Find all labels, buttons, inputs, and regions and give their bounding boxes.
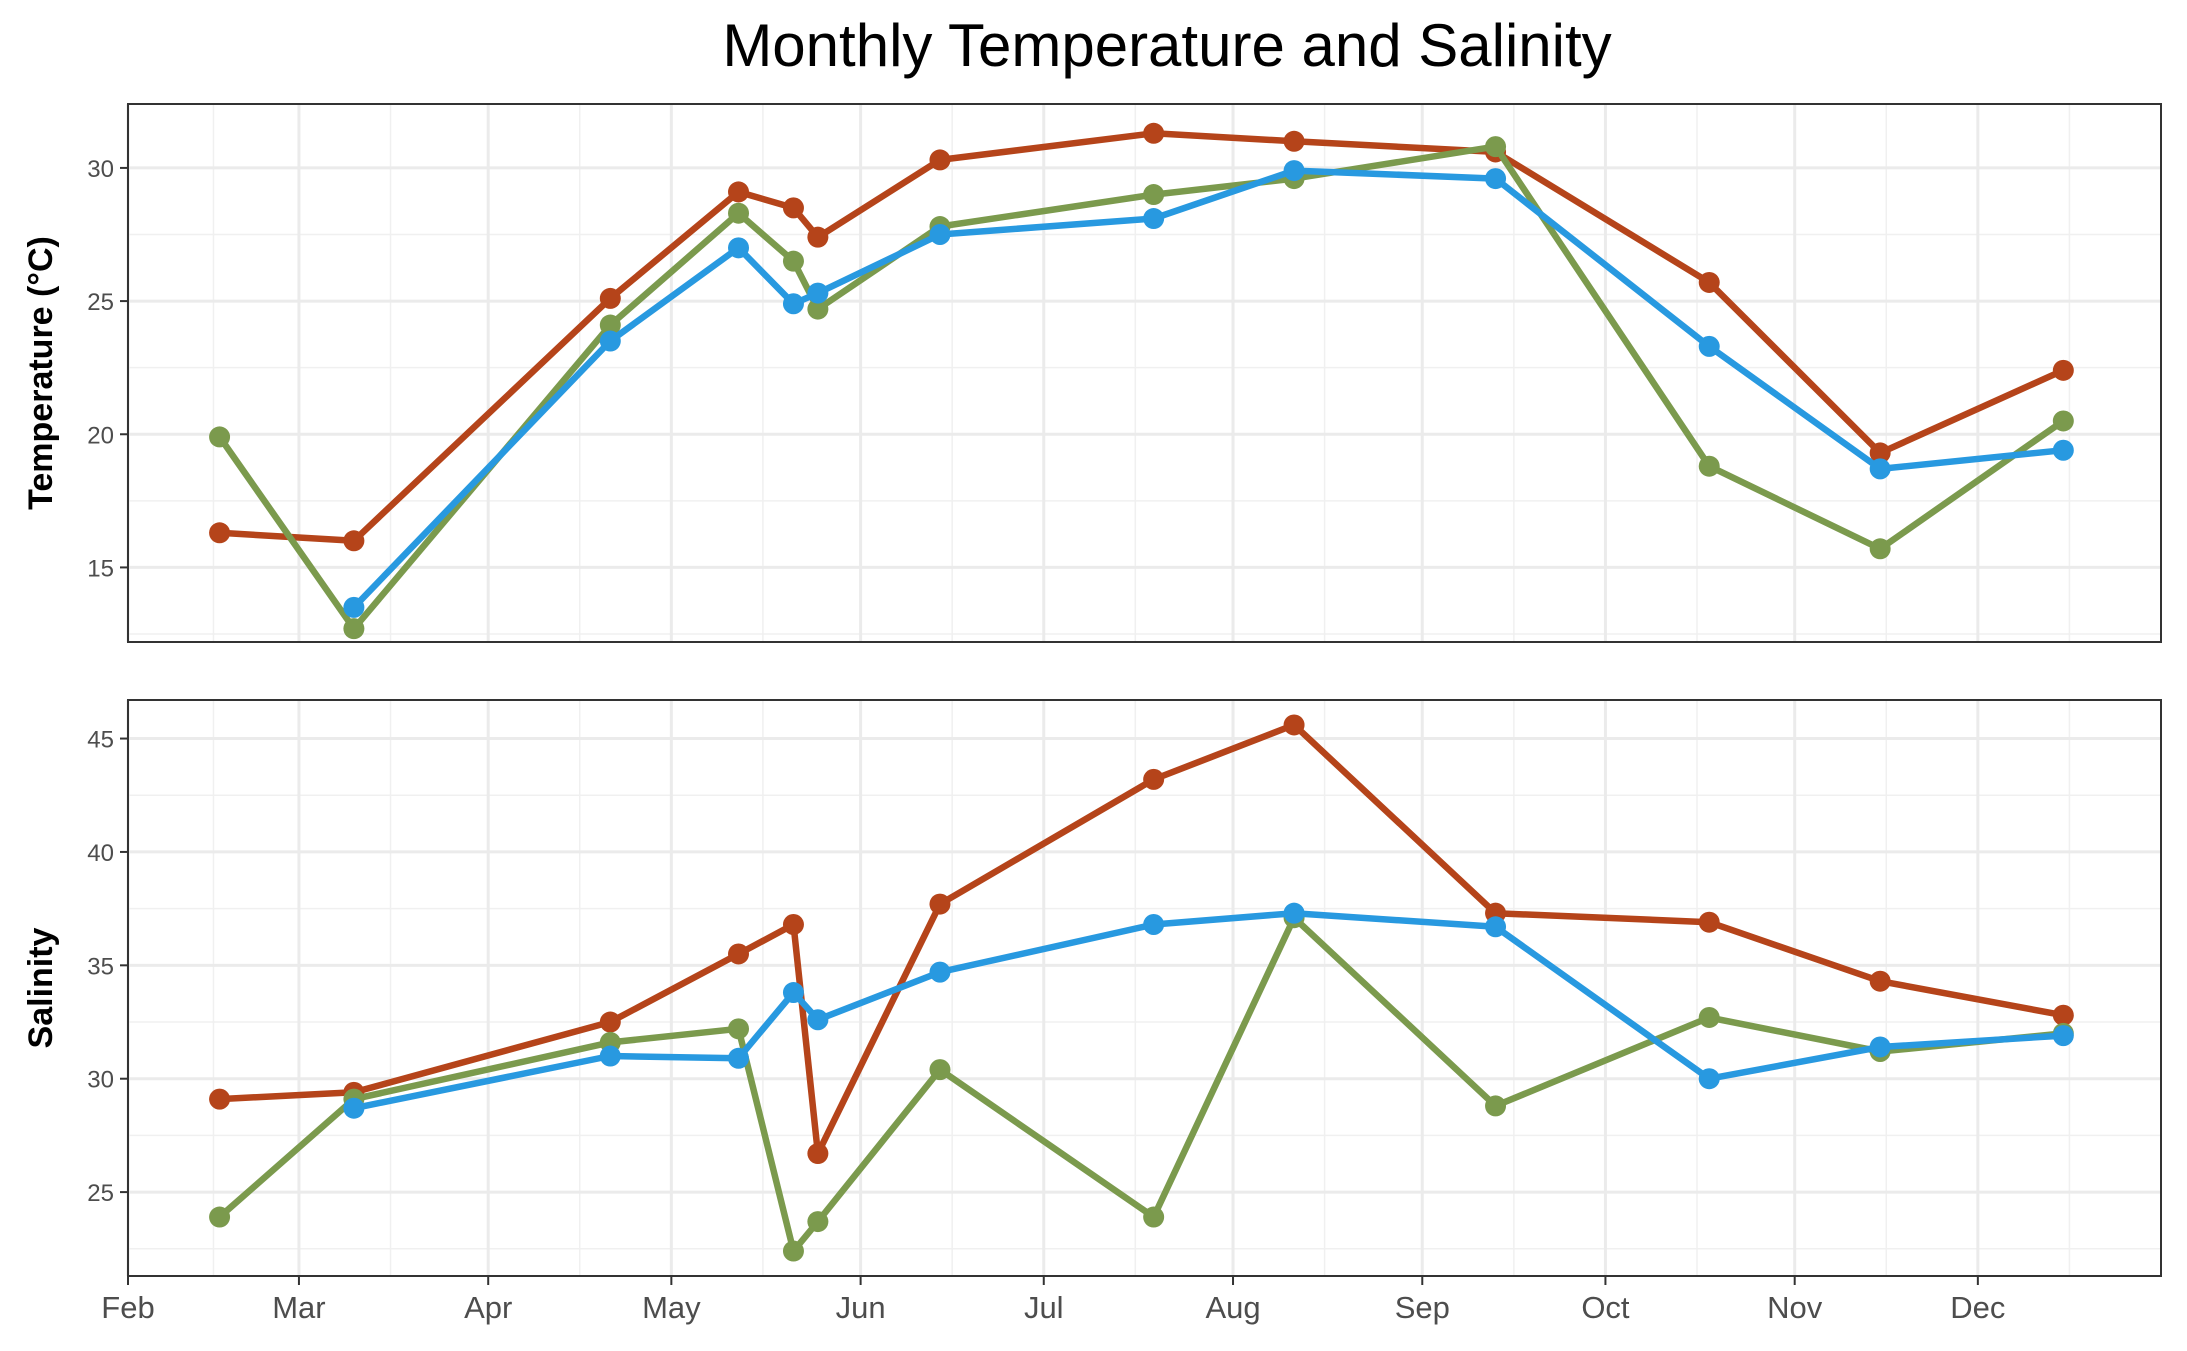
panel1-series1-point — [728, 181, 750, 203]
panel1-series3-point — [599, 330, 621, 352]
panel1-series3-point — [1283, 160, 1305, 182]
xtick-label: May — [642, 1290, 701, 1325]
panel2-ytick-label: 30 — [87, 1067, 114, 1094]
panel1-series3-point — [1698, 335, 1720, 357]
panel1-ytick-label: 30 — [87, 156, 114, 183]
panel2-series2-point — [728, 1018, 750, 1040]
panel2-series2-point — [1485, 1095, 1507, 1117]
panel2-series2-point — [209, 1206, 231, 1228]
panel2-series3-point — [1283, 902, 1305, 924]
panel1-series3-point — [1485, 168, 1507, 190]
panel1-series3-point — [782, 293, 804, 315]
panel1-series1-point — [1869, 442, 1891, 464]
panel1-background — [128, 104, 2161, 642]
panel2-border — [127, 699, 2162, 1277]
panel1-series3-point — [343, 596, 365, 618]
xtick-label: Dec — [1950, 1290, 2005, 1325]
panel1-ylabel: Temperature (°C) — [22, 236, 60, 510]
panel2-series3-point — [343, 1097, 365, 1119]
xtick-label: Jul — [1024, 1290, 1064, 1325]
panel1-series2-point — [599, 314, 621, 336]
panel2-series1-point — [1143, 768, 1165, 790]
panel2-ytick-label: 25 — [87, 1180, 114, 1207]
panel2-series1-point — [599, 1011, 621, 1033]
chart-title: Monthly Temperature and Salinity — [722, 12, 1611, 79]
panel1-series2-point — [782, 250, 804, 272]
xtick-label: Apr — [464, 1290, 512, 1325]
panel1-series1-point — [209, 522, 231, 544]
panel2-series3-point — [1143, 914, 1165, 936]
panel1-ytick-label: 25 — [87, 289, 114, 316]
xtick-label: Sep — [1395, 1290, 1450, 1325]
panel2-series2-point — [807, 1211, 829, 1233]
panel1-series1-point — [807, 226, 829, 248]
panel1-ytick-label: 15 — [87, 555, 114, 582]
panel1-series1-point — [343, 530, 365, 552]
panel2-series2-point — [929, 1059, 951, 1081]
panel2-series3-point — [599, 1045, 621, 1067]
panel1-series3-point — [807, 282, 829, 304]
panel1-series2-point — [1485, 136, 1507, 158]
panel1-series3-point — [2052, 439, 2074, 461]
panel2-series3-point — [807, 1009, 829, 1031]
panel1-series1-point — [1698, 271, 1720, 293]
panel2-series3-point — [1869, 1036, 1891, 1058]
panel2-series3-point — [929, 961, 951, 983]
panel2-series2-point — [1143, 1206, 1165, 1228]
panel1-series3-line — [350, 167, 2067, 611]
panel1-series2-point — [343, 618, 365, 640]
panel1-series1-point — [1143, 122, 1165, 144]
panel2-series3-point — [1485, 916, 1507, 938]
panel1-series1-point — [599, 287, 621, 309]
panel2-series1-point — [782, 914, 804, 936]
xtick-label: Aug — [1205, 1290, 1260, 1325]
panel2-series3-line — [350, 909, 2067, 1112]
panel1-series3-point — [1143, 208, 1165, 230]
panel2-series1-point — [807, 1143, 829, 1165]
xtick-label: Nov — [1767, 1290, 1823, 1325]
panel2-series3-point — [782, 982, 804, 1004]
panel2-series3-point — [1698, 1068, 1720, 1090]
panel1-ytick-label: 20 — [87, 422, 114, 449]
panel2-series3-point — [728, 1047, 750, 1069]
panel2-background — [128, 700, 2161, 1276]
panel1-border — [127, 103, 2162, 643]
panel2-ylabel: Salinity — [22, 927, 60, 1048]
panel1-series1-point — [782, 197, 804, 219]
panel2-ytick-label: 40 — [87, 840, 114, 867]
panel1-series1-point — [2052, 359, 2074, 381]
panel1-series2-point — [2052, 410, 2074, 432]
panel2-series1-point — [1698, 911, 1720, 933]
panel2-series1-point — [209, 1088, 231, 1110]
panel2-series2-point — [782, 1240, 804, 1262]
panel2-series1-point — [728, 943, 750, 965]
panel1-series3-point — [728, 237, 750, 259]
xtick-label: Oct — [1581, 1290, 1630, 1325]
panel2-ytick-label: 35 — [87, 953, 114, 980]
panel2-series1-point — [2052, 1004, 2074, 1026]
panel2-series2-point — [1698, 1006, 1720, 1028]
panel1-series3-point — [929, 224, 951, 246]
panel1-series2-point — [1143, 184, 1165, 206]
panel2-series1-point — [929, 893, 951, 915]
xtick-label: Feb — [101, 1290, 154, 1325]
panel1-series3-point — [1869, 458, 1891, 480]
panel1-series1-point — [1283, 130, 1305, 152]
panel1-series2-point — [728, 202, 750, 224]
xtick-label: Jun — [836, 1290, 886, 1325]
xtick-label: Mar — [272, 1290, 325, 1325]
panel2-series3-point — [2052, 1025, 2074, 1047]
panel2-series1-point — [1869, 970, 1891, 992]
panel1-series2-point — [1869, 538, 1891, 560]
panel1-series2-point — [807, 298, 829, 320]
panel1-series1-point — [929, 149, 951, 171]
panel1-series2-point — [1698, 455, 1720, 477]
panel2-ytick-label: 45 — [87, 727, 114, 754]
panel1-series2-point — [209, 426, 231, 448]
panel2-series1-point — [1283, 714, 1305, 736]
